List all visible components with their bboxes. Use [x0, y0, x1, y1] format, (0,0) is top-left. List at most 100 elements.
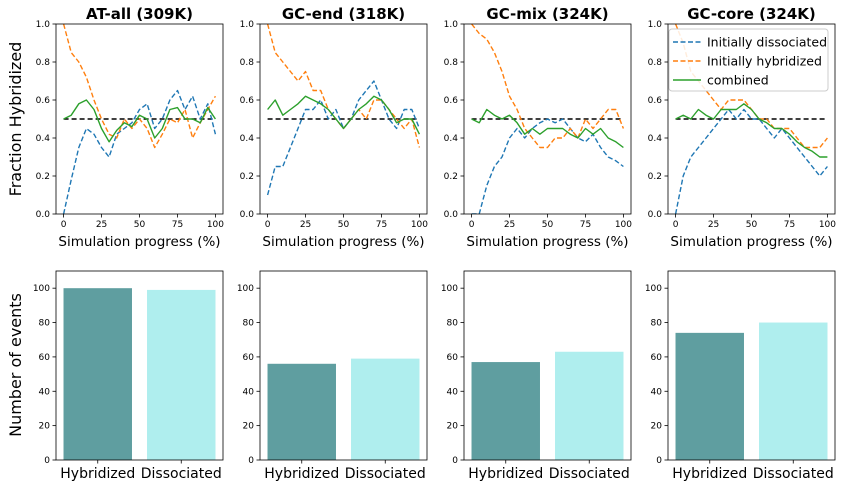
y-tick-label: 80 [447, 319, 459, 329]
x-category-label: Hybridized [468, 466, 543, 482]
panel-title: GC-end (318K) [282, 5, 405, 23]
x-category-label: Hybridized [672, 466, 747, 482]
y-tick-label: 80 [39, 319, 51, 329]
axes-frame [463, 23, 632, 215]
panel-title: GC-core (324K) [687, 5, 816, 23]
line-panel-2: 0 25 50 75 100 0.0 0.2 0.4 0.6 0.8 1.0 GC-end (318K… [240, 5, 429, 250]
x-tick-label: 0 [469, 220, 475, 230]
x-axis-label: Simulation progress (%) [466, 234, 628, 250]
y-tick-label: 0.0 [648, 210, 663, 220]
x-category-label: Hybridized [264, 466, 339, 482]
y-tick-label: 1.0 [240, 20, 255, 30]
y-tick-label: 0.0 [240, 210, 255, 220]
x-category-label: Dissociated [141, 466, 222, 482]
y-tick-label: 60 [651, 353, 663, 363]
y-tick-label: 0 [248, 456, 254, 466]
y-tick-label: 100 [645, 284, 662, 294]
y-tick-label: 20 [39, 422, 51, 432]
bar-hybridized [471, 362, 540, 460]
panel-title: AT-all (309K) [86, 5, 193, 23]
bar-hybridized [267, 363, 336, 460]
y-tick-label: 0.6 [648, 96, 663, 106]
x-axis-label: Simulation progress (%) [58, 234, 220, 250]
x-axis-label: Simulation progress (%) [670, 234, 832, 250]
y-tick-label: 80 [243, 319, 255, 329]
series-line-initially-dissociated [471, 118, 624, 214]
axes-frame [55, 23, 224, 215]
series-line-combined [63, 99, 216, 143]
bar-dissociated [147, 289, 216, 460]
y-tick-label: 40 [39, 387, 51, 397]
y-tick-label: 0.6 [36, 96, 51, 106]
y-tick-label: 60 [447, 353, 459, 363]
y-tick-label: 20 [651, 422, 663, 432]
legend: Initially dissociated Initially hybridize… [668, 28, 829, 92]
y-tick-label: 1.0 [648, 20, 663, 30]
y-tick-label: 0.0 [444, 210, 459, 220]
bar-hybridized [675, 332, 744, 460]
y-tick-label: 0 [452, 456, 458, 466]
series-line-initially-dissociated [62, 89, 217, 214]
series-line-initially-hybridized [62, 24, 217, 149]
bar-panel-1: Hybridized Dissociated 0 20 40 60 80 100 [33, 270, 224, 482]
y-tick-label: 20 [243, 422, 255, 432]
x-tick-label: 50 [134, 220, 146, 230]
y-tick-label: 0.8 [240, 58, 255, 68]
x-category-label: Dissociated [345, 466, 426, 482]
axes-frame [259, 270, 428, 461]
x-tick-label: 25 [300, 220, 311, 230]
bar-panel-2: Hybridized Dissociated 0 20 40 60 80 100 [237, 270, 428, 482]
axes-frame [667, 23, 836, 215]
x-tick-label: 100 [411, 220, 428, 230]
y-axis-label-bottom: Number of events [6, 293, 25, 437]
y-tick-label: 0.2 [444, 172, 458, 182]
y-tick-label: 100 [237, 284, 254, 294]
x-tick-label: 75 [172, 220, 183, 230]
bar-hybridized [63, 288, 132, 460]
y-tick-label: 0.6 [444, 96, 459, 106]
x-tick-label: 0 [265, 220, 271, 230]
y-tick-label: 0.8 [648, 58, 663, 68]
y-tick-label: 0.4 [648, 134, 663, 144]
axes-frame [55, 270, 224, 461]
legend-label: Initially hybridized [707, 54, 822, 69]
line-panel-3: 0 25 50 75 100 0.0 0.2 0.4 0.6 0.8 1.0 GC-mix (324K… [444, 5, 633, 250]
y-tick-label: 40 [651, 387, 663, 397]
y-tick-label: 0.6 [240, 96, 255, 106]
x-tick-label: 0 [61, 220, 67, 230]
y-tick-label: 100 [441, 284, 458, 294]
x-tick-label: 75 [376, 220, 387, 230]
y-tick-label: 0 [44, 456, 50, 466]
series-line-initially-dissociated [674, 108, 828, 214]
y-tick-label: 0.0 [36, 210, 51, 220]
y-tick-label: 0 [656, 456, 662, 466]
x-tick-label: 25 [96, 220, 107, 230]
y-tick-label: 20 [447, 422, 459, 432]
y-tick-label: 0.8 [36, 58, 51, 68]
series-line-initially-dissociated [266, 80, 421, 196]
x-tick-label: 100 [615, 220, 632, 230]
y-tick-label: 0.4 [240, 134, 255, 144]
y-tick-label: 0.2 [648, 172, 662, 182]
x-tick-label: 75 [784, 220, 795, 230]
line-panel-1: 0 25 50 75 100 0.0 0.2 0.4 0.6 0.8 1.0 AT-all (309K… [36, 5, 225, 250]
y-tick-label: 0.4 [36, 134, 51, 144]
series-line-initially-hybridized [471, 24, 625, 149]
x-tick-label: 25 [504, 220, 515, 230]
bar-dissociated [759, 322, 828, 460]
bar-dissociated [555, 351, 624, 460]
y-axis-label-top: Fraction Hybridized [6, 42, 25, 197]
series-line-combined [675, 103, 828, 158]
y-tick-label: 1.0 [444, 20, 459, 30]
axes-frame [463, 270, 632, 461]
x-tick-label: 0 [673, 220, 679, 230]
legend-label: Initially dissociated [707, 35, 827, 50]
y-tick-label: 0.4 [444, 134, 459, 144]
legend-label: combined [707, 73, 769, 88]
series-line-combined [267, 95, 421, 135]
x-category-label: Hybridized [60, 466, 135, 482]
y-tick-label: 100 [33, 284, 50, 294]
x-tick-label: 50 [542, 220, 554, 230]
legend-box [668, 28, 829, 92]
